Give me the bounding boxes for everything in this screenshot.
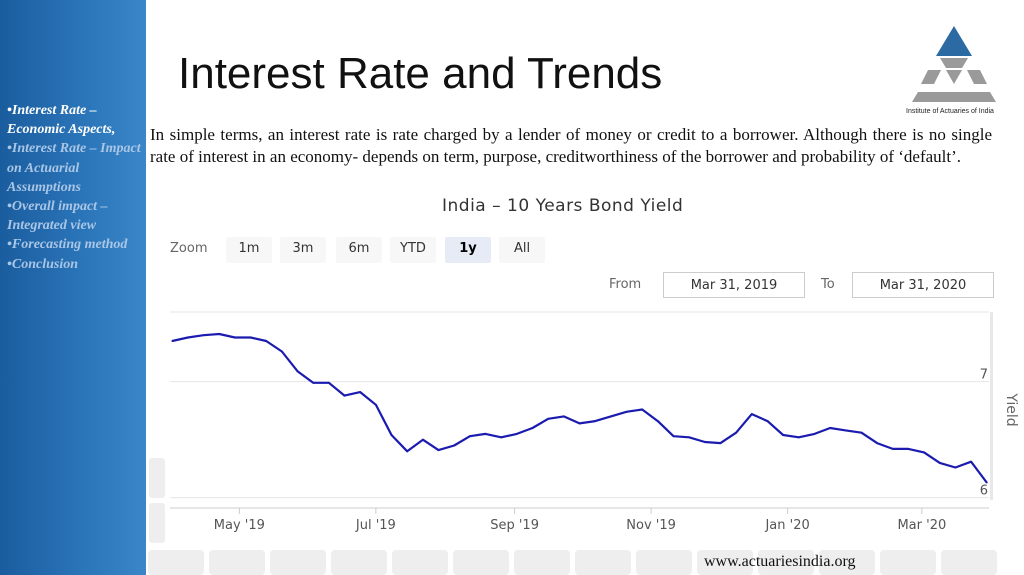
institute-logo	[912, 26, 996, 102]
data-point	[703, 441, 706, 443]
x-tick-label: Nov '19	[626, 518, 676, 533]
zoom-label: Zoom	[170, 241, 208, 256]
data-point	[594, 420, 597, 422]
data-point	[844, 429, 847, 432]
data-point	[280, 350, 283, 353]
data-point	[327, 381, 330, 384]
data-point	[249, 336, 252, 339]
x-tick-label: Mar '20	[897, 518, 946, 533]
data-point	[531, 427, 534, 429]
sidebar-item[interactable]: •Overall impact – Integrated view	[7, 199, 108, 234]
data-point	[515, 432, 518, 435]
data-point	[202, 334, 205, 337]
data-point	[938, 461, 941, 464]
zoom-button-ytd[interactable]: YTD	[390, 237, 436, 263]
data-point	[860, 431, 863, 434]
from-label: From	[609, 277, 642, 292]
data-point	[233, 336, 236, 339]
sidebar-item[interactable]: •Interest Rate – Economic Aspects,	[7, 103, 116, 138]
to-date-input[interactable]: Mar 31, 2020	[852, 272, 994, 298]
data-point	[187, 336, 189, 339]
data-point	[265, 340, 268, 342]
scroll-tab	[149, 503, 165, 543]
data-point	[985, 481, 988, 484]
data-point	[750, 413, 753, 416]
sidebar-nav: •Interest Rate – Economic Aspects, •Inter…	[7, 101, 143, 274]
data-point	[374, 403, 377, 406]
sidebar-item[interactable]: •Conclusion	[7, 256, 79, 272]
zoom-button-1y[interactable]: 1y	[445, 237, 491, 263]
sidebar-item[interactable]: •Interest Rate – Impact on Actuarial Ass…	[7, 141, 141, 195]
data-point	[437, 449, 440, 451]
data-point	[312, 381, 315, 384]
page-title: Interest Rate and Trends	[178, 49, 663, 98]
footer-url: www.actuariesindia.org	[704, 553, 856, 570]
data-point	[970, 460, 972, 463]
from-date-input[interactable]: Mar 31, 2019	[663, 272, 805, 298]
data-point	[390, 434, 393, 436]
scroll-tab	[149, 458, 165, 498]
data-point	[954, 466, 957, 469]
zoom-button-1m[interactable]: 1m	[226, 237, 272, 263]
data-point	[547, 417, 550, 420]
zoom-button-all[interactable]: All	[499, 237, 545, 263]
data-point	[907, 448, 910, 450]
data-point	[218, 333, 221, 335]
y-axis-label: Yield	[1003, 392, 1019, 426]
data-point	[766, 420, 769, 422]
data-point	[484, 432, 487, 435]
data-point	[672, 435, 675, 438]
data-point	[171, 340, 174, 342]
x-tick-label: May '19	[214, 518, 265, 533]
data-point	[735, 431, 738, 434]
data-point	[625, 410, 628, 413]
data-point	[656, 420, 659, 422]
data-point	[876, 442, 879, 445]
to-label: To	[821, 277, 835, 292]
y-tick-label: 7	[980, 368, 988, 383]
intro-paragraph: In simple terms, an interest rate is rat…	[150, 125, 992, 166]
series-line	[171, 332, 988, 484]
data-point	[296, 370, 299, 373]
bond-yield-chart: 6 7 May '19 Jul '19 Sep '19 Nov '19 Jan '20 Mar…	[170, 311, 1019, 533]
data-point	[562, 415, 565, 418]
data-point	[891, 448, 894, 450]
data-point	[468, 435, 471, 438]
zoom-button-6m[interactable]: 6m	[336, 237, 382, 263]
y-tick-label: 6	[980, 484, 988, 499]
data-point	[500, 436, 503, 439]
data-point	[813, 432, 816, 435]
zoom-button-3m[interactable]: 3m	[280, 237, 326, 263]
navigator-strip	[148, 550, 1024, 575]
sidebar-item[interactable]: •Forecasting method	[7, 237, 128, 253]
x-tick-label: Jan '20	[764, 518, 809, 533]
data-point	[641, 408, 644, 411]
logo-caption: Institute of Actuaries of India	[906, 108, 994, 115]
x-tick-label: Jul '19	[355, 518, 396, 533]
data-point	[406, 450, 409, 453]
sidebar: •Interest Rate – Economic Aspects, •Inter…	[0, 0, 146, 575]
data-point	[797, 436, 800, 439]
data-point	[343, 394, 346, 397]
data-point	[688, 436, 691, 439]
data-point	[453, 444, 456, 447]
data-point	[578, 422, 581, 425]
scrollbar-track	[990, 312, 993, 500]
data-point	[719, 442, 722, 445]
data-point	[923, 451, 926, 454]
chart-title: India – 10 Years Bond Yield	[442, 196, 684, 216]
data-point	[829, 427, 832, 429]
x-tick-label: Sep '19	[490, 518, 539, 533]
data-point	[782, 434, 785, 436]
data-point	[609, 415, 612, 418]
data-point	[359, 391, 362, 393]
data-point	[421, 438, 424, 441]
